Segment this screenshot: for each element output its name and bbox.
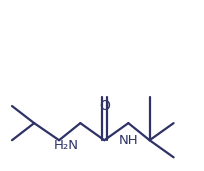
- Text: O: O: [98, 99, 109, 113]
- Text: H₂N: H₂N: [54, 139, 79, 152]
- Text: NH: NH: [118, 134, 137, 147]
